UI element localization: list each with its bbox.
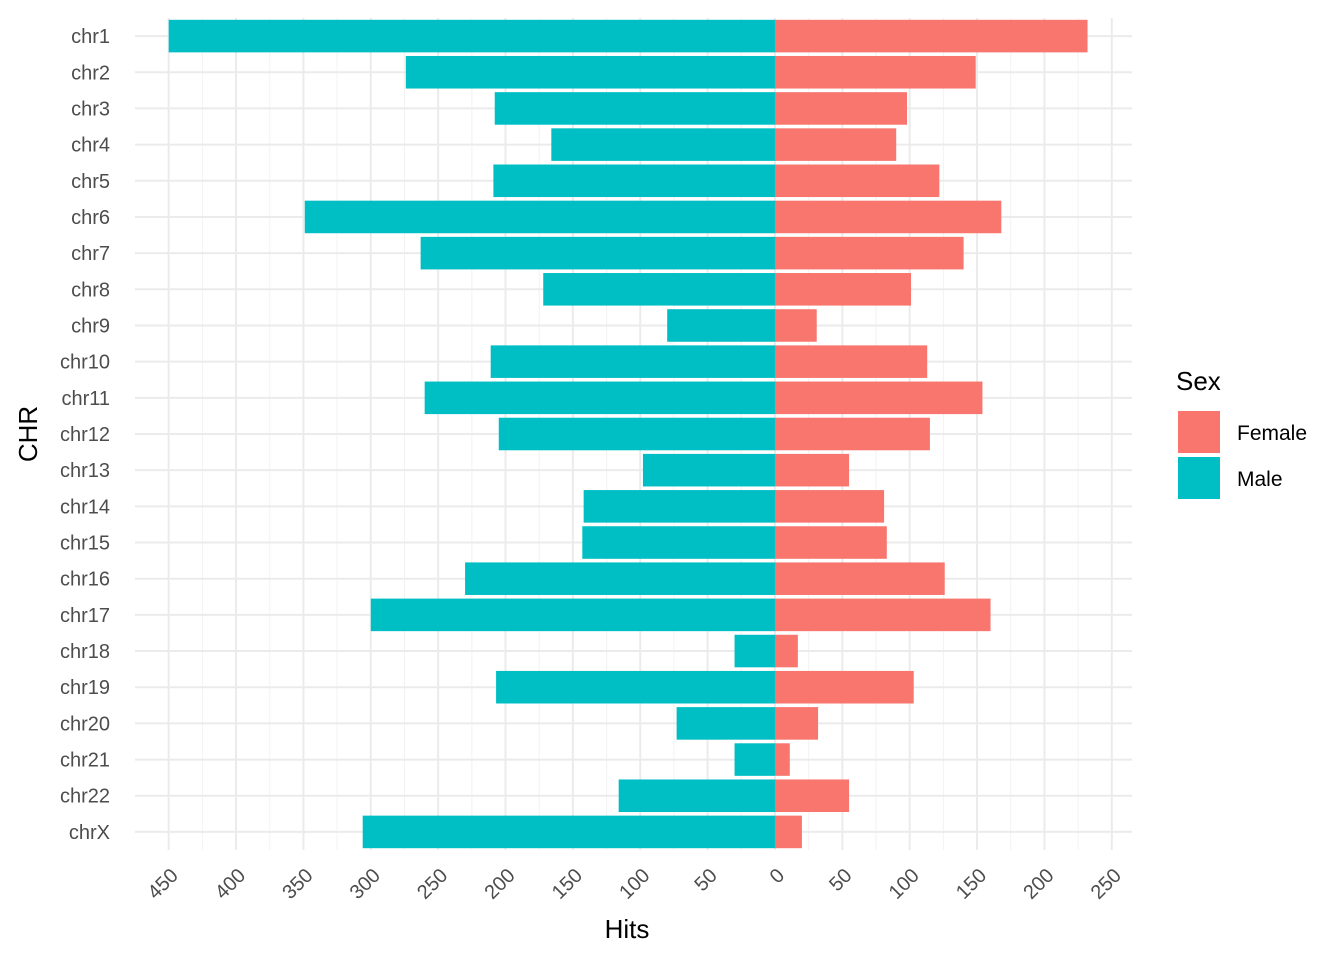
bar-female-chr22 <box>774 779 850 813</box>
bar-male-chr3 <box>494 92 775 125</box>
bar-male-chr11 <box>424 381 775 415</box>
x-tick-label: 0 <box>766 865 789 888</box>
x-axis-title: Hits <box>605 914 650 944</box>
legend-key-female <box>1178 411 1220 453</box>
y-tick-label: chr8 <box>71 279 110 301</box>
bar-male-chr6 <box>304 200 775 234</box>
bar-male-chr7 <box>420 236 775 270</box>
bar-female-chr4 <box>774 128 897 161</box>
bar-female-chr6 <box>774 200 1002 234</box>
bar-male-chr14 <box>583 490 775 523</box>
bar-male-chr13 <box>642 453 775 487</box>
bar-male-chr19 <box>496 670 775 704</box>
bar-male-chr15 <box>582 526 775 559</box>
y-tick-label: chr12 <box>60 424 110 446</box>
bar-male-chr1 <box>168 19 775 53</box>
bars <box>168 19 1088 849</box>
bar-female-chr15 <box>774 526 887 559</box>
y-tick-label: chr1 <box>71 26 110 48</box>
x-tick-label: 350 <box>278 865 317 904</box>
x-tick-label: 100 <box>885 865 924 904</box>
y-tick-label: chr22 <box>60 786 110 808</box>
bar-female-chr5 <box>774 164 940 198</box>
y-tick-label: chr21 <box>60 750 110 772</box>
x-tick-label: 150 <box>548 865 587 904</box>
y-tick-label: chr11 <box>61 388 110 410</box>
bar-male-chr20 <box>676 707 775 740</box>
y-tick-label: chr3 <box>71 98 110 120</box>
bar-male-chr2 <box>405 55 775 89</box>
bar-male-chr18 <box>734 634 775 668</box>
y-tick-label: chr14 <box>60 496 110 518</box>
x-tick-label: 150 <box>952 865 991 904</box>
x-tick-label: 50 <box>690 865 721 896</box>
bar-female-chr20 <box>774 707 819 740</box>
x-tick-label: 250 <box>1087 865 1126 904</box>
x-tick-label: 300 <box>346 865 385 904</box>
x-tick-label: 450 <box>144 865 183 904</box>
x-tick-labels: 450 400 350 300 250 200 150 100 50 0 50 100 150 200 25… <box>144 865 1126 904</box>
bar-female-chr13 <box>774 453 850 487</box>
bar-female-chr14 <box>774 490 885 523</box>
bar-female-chr12 <box>774 417 930 451</box>
bar-female-chr7 <box>774 236 964 270</box>
bar-female-chr8 <box>774 273 912 306</box>
bar-female-chr21 <box>774 743 790 776</box>
x-tick-label: 400 <box>211 865 250 904</box>
bar-male-chr5 <box>493 164 775 198</box>
bar-female-chr19 <box>774 670 914 704</box>
y-tick-label: chrX <box>69 822 110 844</box>
y-axis-title: CHR <box>13 406 43 462</box>
bar-male-chrX <box>362 815 775 849</box>
x-tick-label: 100 <box>615 865 654 904</box>
legend-title: Sex <box>1176 366 1221 396</box>
x-tick-label: 250 <box>413 865 452 904</box>
y-tick-label: chr16 <box>60 569 110 591</box>
bar-male-chr12 <box>498 417 775 451</box>
y-tick-label: chr5 <box>71 171 110 193</box>
legend: Sex Female Male <box>1176 366 1307 499</box>
bar-female-chr18 <box>774 634 798 668</box>
y-tick-label: chr2 <box>71 62 110 84</box>
y-tick-label: chr10 <box>60 352 110 374</box>
y-tick-label: chr7 <box>71 243 110 265</box>
x-tick-label: 50 <box>825 865 856 896</box>
x-tick-label: 200 <box>480 865 519 904</box>
bar-male-chr8 <box>543 273 775 306</box>
bar-female-chr9 <box>774 309 817 342</box>
y-tick-labels: chr1 chr2 chr3 chr4 chr5 chr6 chr7 chr8 chr9 chr1… <box>60 26 110 844</box>
bar-male-chr17 <box>370 598 775 632</box>
bar-female-chr3 <box>774 92 908 125</box>
y-tick-label: chr20 <box>60 713 110 735</box>
legend-key-male <box>1178 457 1220 499</box>
x-tick-label: 200 <box>1019 865 1058 904</box>
y-tick-label: chr4 <box>71 135 110 157</box>
bar-male-chr9 <box>667 309 775 342</box>
bar-female-chr16 <box>774 562 945 595</box>
legend-label-male: Male <box>1237 468 1283 491</box>
bar-male-chr4 <box>551 128 775 161</box>
y-tick-label: chr6 <box>71 207 110 229</box>
y-tick-label: chr13 <box>60 460 110 482</box>
y-tick-label: chr15 <box>60 533 110 555</box>
y-tick-label: chr9 <box>71 315 110 337</box>
bar-female-chr17 <box>774 598 991 632</box>
bar-male-chr16 <box>465 562 775 595</box>
y-tick-label: chr18 <box>60 641 110 663</box>
bar-male-chr10 <box>490 345 775 378</box>
bar-female-chr11 <box>774 381 983 415</box>
y-tick-label: chr17 <box>60 605 110 627</box>
bar-male-chr22 <box>618 779 775 813</box>
bar-female-chr1 <box>774 19 1088 53</box>
bar-female-chr10 <box>774 345 928 378</box>
bar-female-chr2 <box>774 55 976 89</box>
bar-male-chr21 <box>734 743 775 776</box>
y-tick-label: chr19 <box>60 677 110 699</box>
bar-female-chrX <box>774 815 802 849</box>
legend-label-female: Female <box>1237 422 1307 445</box>
